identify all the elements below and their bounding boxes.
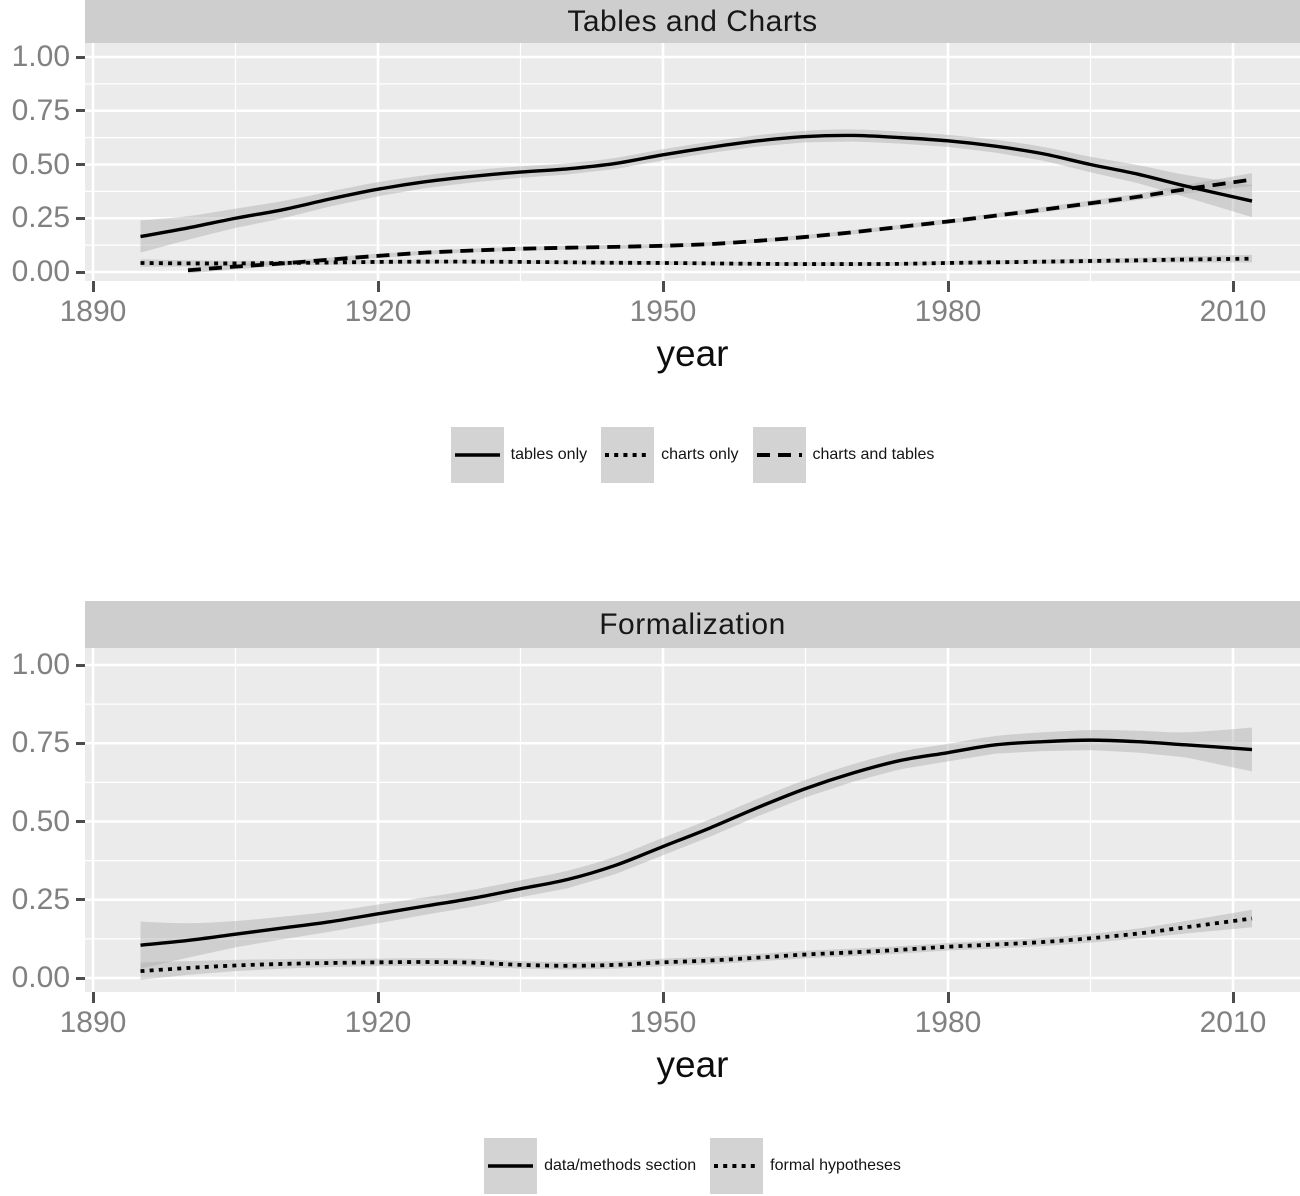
y-tick-label: 0.25 bbox=[11, 882, 70, 916]
x-tick-label: 1950 bbox=[629, 1006, 697, 1039]
y-tick-mark bbox=[76, 270, 85, 274]
x-tick-label: 1920 bbox=[344, 295, 412, 328]
legend-label: formal hypotheses bbox=[770, 1157, 901, 1174]
y-tick-mark bbox=[76, 216, 85, 220]
x-tick-mark bbox=[946, 992, 950, 1003]
confidence-ribbon bbox=[140, 254, 1252, 267]
y-tick-label: 0.50 bbox=[11, 147, 70, 181]
legend: data/methods section formal hypotheses bbox=[85, 1138, 1300, 1194]
x-tick-label: 1890 bbox=[59, 295, 127, 328]
y-tick-mark bbox=[76, 663, 85, 667]
y-tick-label: 0.00 bbox=[11, 961, 70, 994]
legend-entry: charts and tables bbox=[752, 427, 935, 483]
plot-panel bbox=[85, 648, 1300, 992]
x-tick-mark bbox=[376, 992, 380, 1003]
panel-background bbox=[85, 648, 1300, 992]
x-tick-mark bbox=[91, 281, 95, 292]
x-tick-mark bbox=[661, 281, 665, 292]
y-tick-label: 1.00 bbox=[11, 40, 70, 73]
y-tick-mark bbox=[76, 976, 85, 980]
x-tick-mark bbox=[1231, 281, 1235, 292]
series-line-dashed bbox=[187, 177, 1253, 273]
legend: tables only charts only charts and tables bbox=[85, 427, 1300, 483]
x-tick-mark bbox=[91, 992, 95, 1003]
series-line-dotted bbox=[140, 256, 1253, 266]
y-tick-mark bbox=[76, 163, 85, 166]
x-tick-label: 2010 bbox=[1199, 1006, 1267, 1039]
x-tick-mark bbox=[946, 281, 950, 292]
x-tick-label: 1950 bbox=[629, 295, 697, 328]
y-tick-label: 0.00 bbox=[11, 255, 70, 288]
y-tick-mark bbox=[76, 741, 85, 745]
y-tick-mark bbox=[76, 109, 85, 113]
series-line-solid bbox=[140, 738, 1253, 947]
y-tick-mark bbox=[76, 55, 85, 59]
y-tick-label: 0.75 bbox=[11, 726, 70, 760]
legend-key-dotted-line-icon bbox=[601, 427, 655, 483]
legend-entry: data/methods section bbox=[484, 1138, 696, 1194]
facet-title: Tables and Charts bbox=[567, 4, 818, 38]
series-line-dotted bbox=[140, 916, 1253, 974]
legend-key-dotted-line-icon bbox=[710, 1138, 764, 1194]
x-tick-label: 1920 bbox=[344, 1006, 412, 1039]
x-tick-mark bbox=[376, 281, 380, 292]
facet-title: Formalization bbox=[599, 607, 786, 641]
legend-entry: charts only bbox=[601, 427, 739, 483]
y-tick-label: 0.25 bbox=[11, 201, 70, 235]
x-tick-label: 1980 bbox=[914, 1006, 982, 1039]
legend-key-solid-line-icon bbox=[484, 1138, 538, 1194]
y-tick-label: 0.75 bbox=[11, 93, 70, 127]
x-tick-mark bbox=[1231, 992, 1235, 1003]
legend-entry: tables only bbox=[450, 427, 588, 483]
legend-label: data/methods section bbox=[544, 1157, 697, 1174]
legend-key-solid-line-icon bbox=[450, 427, 504, 483]
x-tick-label: 1890 bbox=[59, 1006, 127, 1039]
y-tick-mark bbox=[76, 820, 85, 823]
legend-label: charts and tables bbox=[812, 446, 935, 463]
legend-label: tables only bbox=[510, 446, 588, 463]
x-tick-mark bbox=[661, 992, 665, 1003]
x-axis-title: year bbox=[656, 333, 729, 374]
y-tick-label: 1.00 bbox=[11, 648, 70, 681]
facet-title-strip: Tables and Charts bbox=[85, 0, 1300, 43]
series-line-solid bbox=[140, 133, 1253, 239]
plot-panel bbox=[85, 43, 1300, 281]
legend-label: charts only bbox=[661, 446, 739, 463]
facet-title-strip: Formalization bbox=[85, 601, 1300, 648]
panel-background bbox=[85, 43, 1300, 281]
legend-entry: formal hypotheses bbox=[710, 1138, 901, 1194]
y-tick-label: 0.50 bbox=[11, 804, 70, 838]
x-axis-title: year bbox=[656, 1044, 729, 1085]
legend-key-dashed-line-icon bbox=[752, 427, 806, 483]
x-tick-label: 1980 bbox=[914, 295, 982, 328]
y-tick-mark bbox=[76, 898, 85, 902]
x-tick-label: 2010 bbox=[1199, 295, 1267, 328]
